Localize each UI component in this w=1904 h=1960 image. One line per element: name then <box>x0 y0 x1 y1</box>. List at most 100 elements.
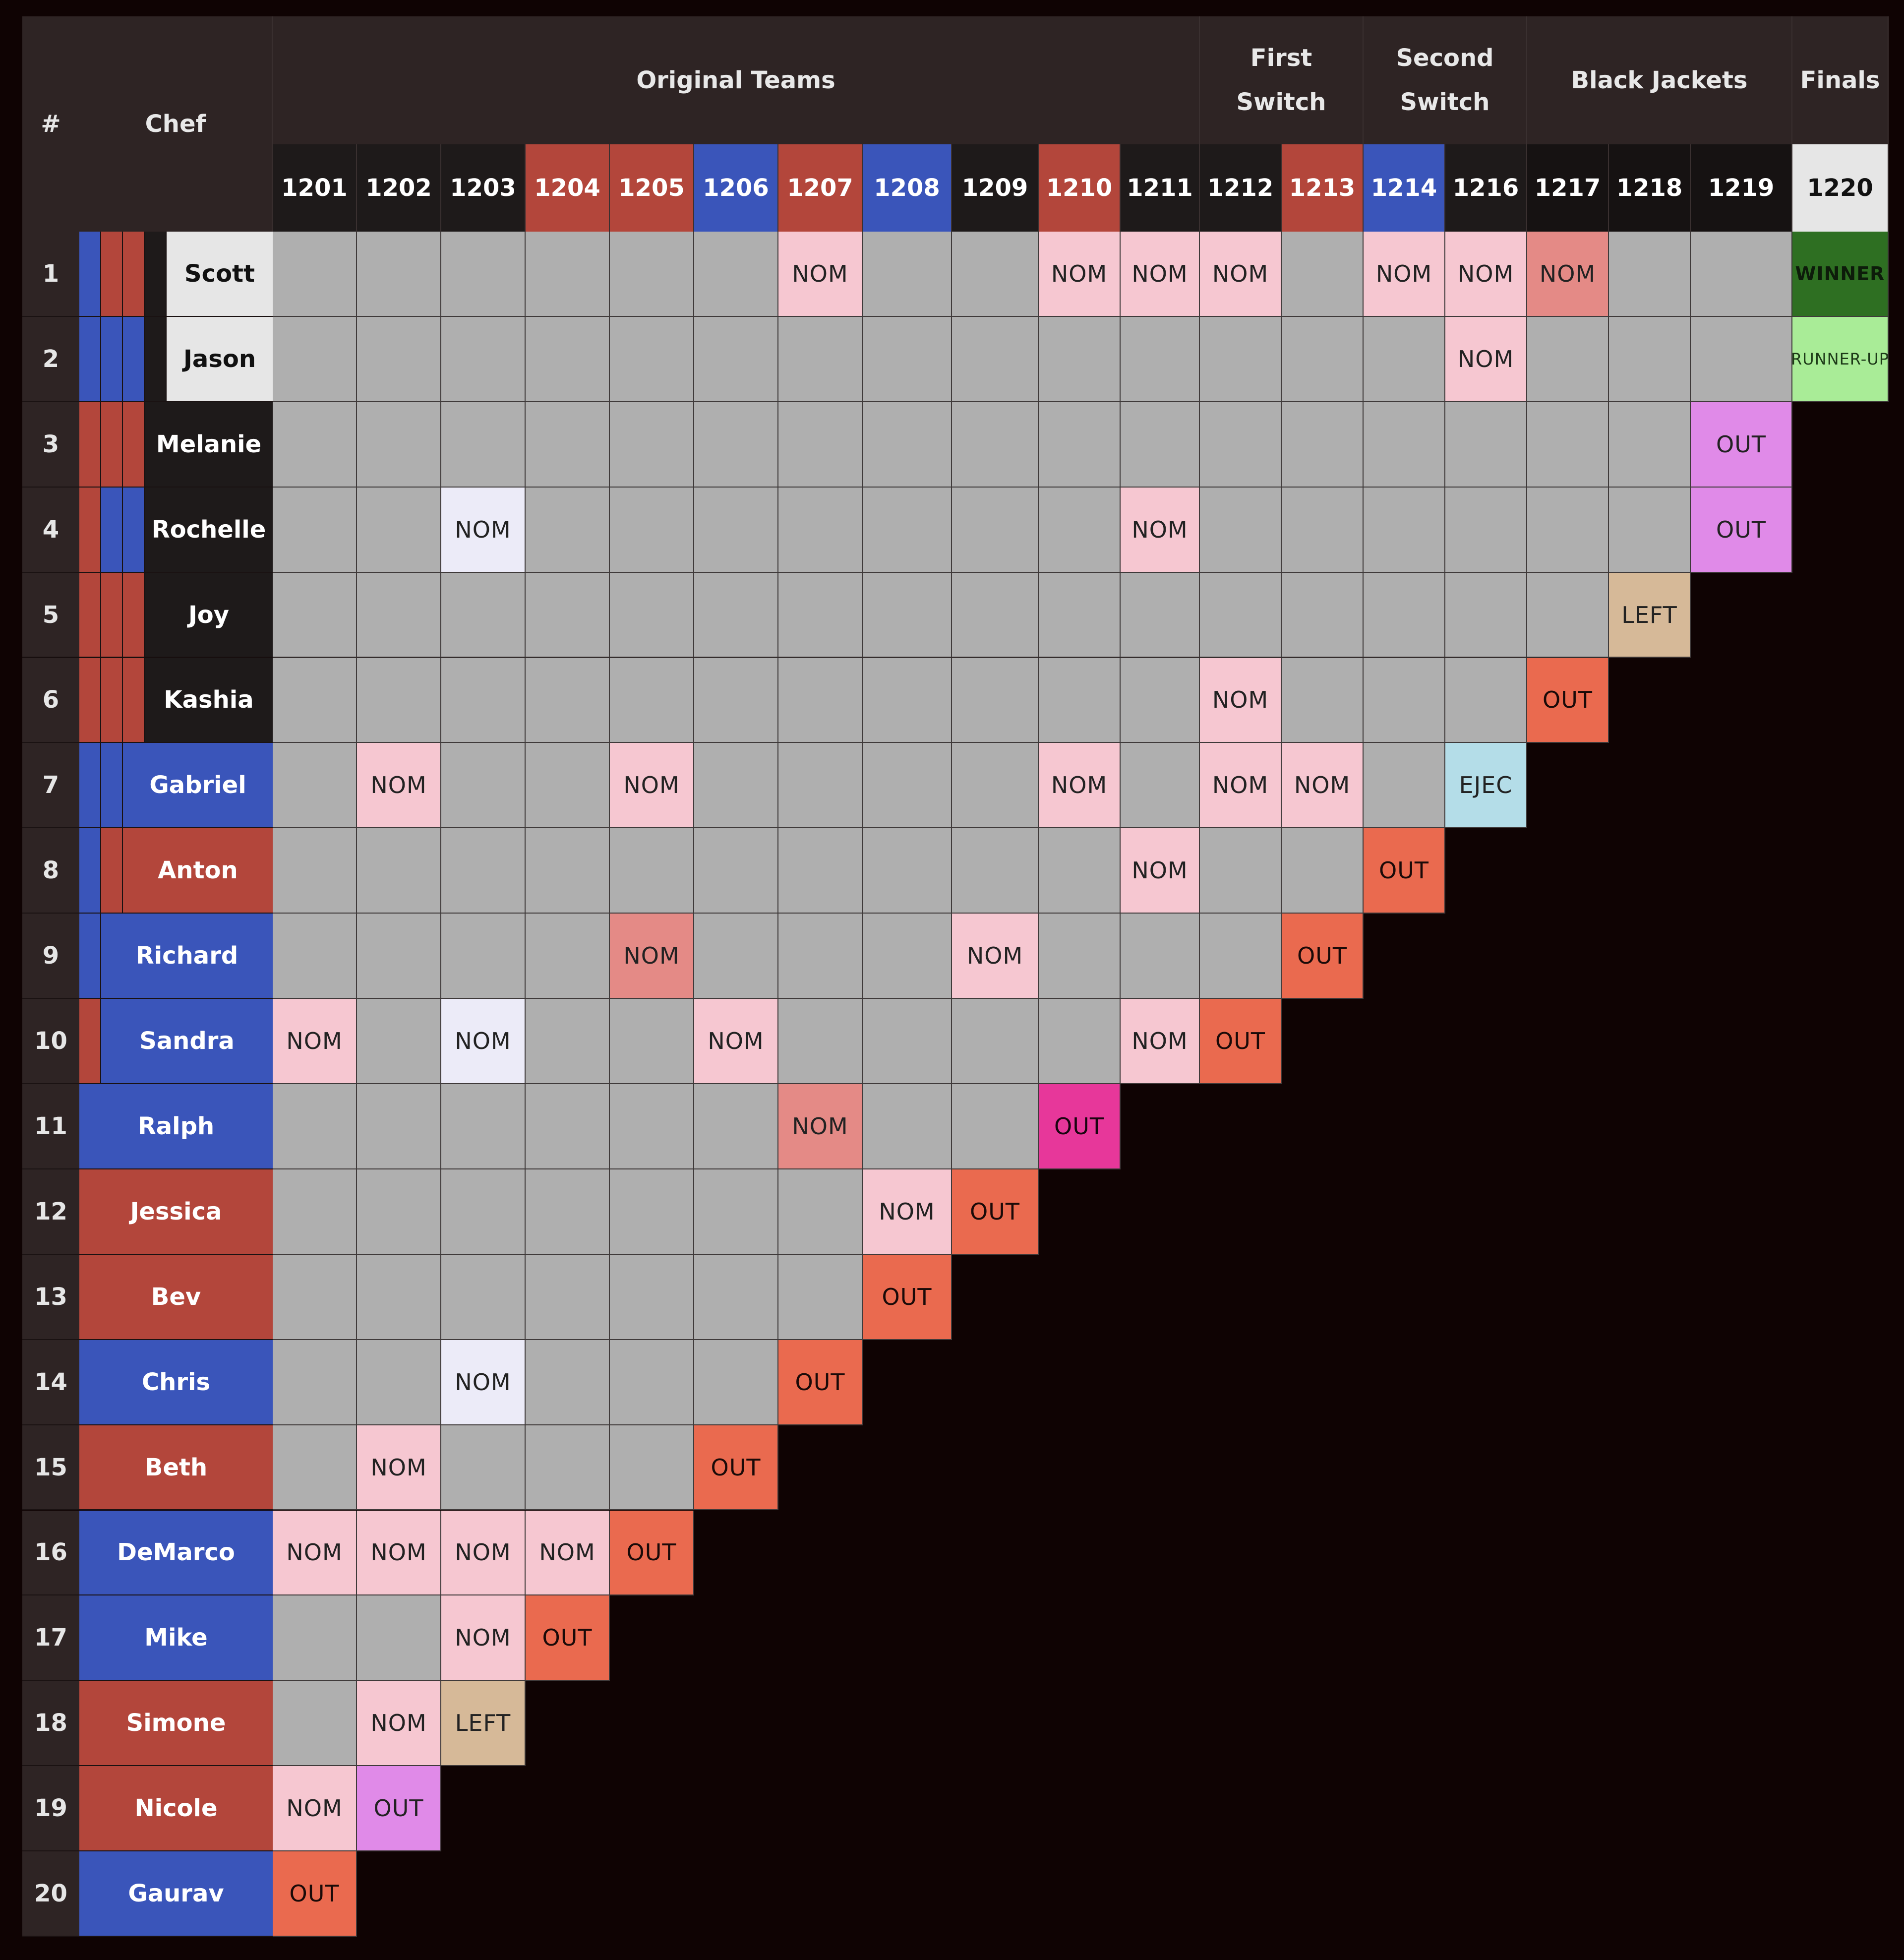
result-cell <box>694 1340 778 1425</box>
team-bar <box>101 658 123 743</box>
row-number: 11 <box>22 1084 79 1169</box>
result-cell <box>1527 402 1609 488</box>
team-bar <box>145 232 167 317</box>
row-number: 6 <box>22 658 79 743</box>
result-cell <box>1445 402 1527 488</box>
team-bar <box>79 487 101 573</box>
row-number: 9 <box>22 914 79 999</box>
result-label: NOM <box>1457 260 1514 287</box>
result-cell <box>863 572 952 658</box>
result-cell: OUT <box>1200 999 1282 1084</box>
result-cell: EJEC <box>1445 743 1527 829</box>
row-number: 2 <box>22 316 79 402</box>
result-cell <box>1039 487 1121 573</box>
row-number: 10 <box>22 999 79 1084</box>
result-cell <box>1282 316 1364 402</box>
result-cell <box>273 487 357 573</box>
row-number: 17 <box>22 1595 79 1681</box>
result-cell: NOM <box>441 1510 526 1596</box>
result-cell <box>526 1084 610 1169</box>
result-cell: NOM <box>273 999 357 1084</box>
chef-name: Anton <box>123 828 273 914</box>
result-label: OUT <box>1716 516 1766 543</box>
result-cell <box>357 1084 441 1169</box>
result-cell <box>778 914 863 999</box>
result-cell <box>273 658 357 743</box>
result-cell <box>1364 487 1445 573</box>
result-cell <box>952 402 1039 488</box>
episode-header: 1219 <box>1691 144 1792 232</box>
result-cell <box>1039 658 1121 743</box>
result-cell <box>863 828 952 914</box>
result-label: OUT <box>1379 857 1429 884</box>
result-cell: NOM <box>357 1510 441 1596</box>
result-cell: OUT <box>952 1169 1039 1255</box>
episode-header: 1209 <box>952 144 1039 232</box>
result-cell <box>610 1425 694 1511</box>
result-cell: NOM <box>357 743 441 829</box>
episode-header: 1207 <box>778 144 863 232</box>
result-cell <box>441 743 526 829</box>
result-cell <box>441 828 526 914</box>
result-cell <box>357 999 441 1084</box>
result-cell: NOM <box>1282 743 1364 829</box>
team-bar <box>79 316 101 402</box>
result-cell <box>273 232 357 317</box>
result-cell <box>441 402 526 488</box>
result-cell <box>273 1595 357 1681</box>
result-cell <box>1282 828 1364 914</box>
result-cell <box>610 232 694 317</box>
result-label: NOM <box>1131 260 1188 287</box>
result-cell <box>441 914 526 999</box>
group-header: Original Teams <box>273 16 1200 144</box>
result-cell: OUT <box>357 1766 441 1852</box>
number-column-header: # <box>22 16 79 232</box>
result-cell <box>357 1595 441 1681</box>
result-cell: LEFT <box>1609 572 1691 658</box>
result-cell <box>778 828 863 914</box>
result-cell: NOM <box>1200 232 1282 317</box>
team-bar <box>123 487 145 573</box>
result-label: NOM <box>1131 516 1188 543</box>
result-cell <box>357 1340 441 1425</box>
result-cell: LEFT <box>441 1681 526 1767</box>
result-label: NOM <box>1131 1028 1188 1055</box>
result-cell: OUT <box>1691 402 1792 488</box>
result-label: NOM <box>286 1795 343 1822</box>
result-cell <box>357 828 441 914</box>
result-cell <box>357 232 441 317</box>
result-cell <box>526 316 610 402</box>
result-cell <box>441 658 526 743</box>
result-cell <box>610 1340 694 1425</box>
result-cell: OUT <box>1282 914 1364 999</box>
result-cell: NOM <box>610 743 694 829</box>
result-cell <box>694 487 778 573</box>
result-cell: NOM <box>441 999 526 1084</box>
team-bar <box>123 572 145 658</box>
result-cell <box>273 1425 357 1511</box>
episode-header: 1201 <box>273 144 357 232</box>
episode-header: 1218 <box>1609 144 1691 232</box>
result-cell <box>273 1169 357 1255</box>
result-cell <box>1609 316 1691 402</box>
row-number: 16 <box>22 1510 79 1596</box>
result-cell <box>778 1169 863 1255</box>
result-cell <box>952 487 1039 573</box>
team-bar <box>79 572 101 658</box>
result-cell <box>441 1254 526 1340</box>
result-cell <box>1609 232 1691 317</box>
result-label: OUT <box>626 1539 677 1566</box>
result-cell: NOM <box>1121 999 1200 1084</box>
result-cell <box>273 828 357 914</box>
result-cell <box>778 1254 863 1340</box>
result-cell <box>863 402 952 488</box>
result-cell: OUT <box>1527 658 1609 743</box>
result-cell: OUT <box>863 1254 952 1340</box>
result-cell <box>1364 316 1445 402</box>
result-label: NOM <box>792 260 848 287</box>
result-label: NOM <box>370 772 427 799</box>
result-cell: NOM <box>1364 232 1445 317</box>
episode-header: 1210 <box>1039 144 1121 232</box>
episode-header: 1213 <box>1282 144 1364 232</box>
chef-name: Joy <box>145 572 273 658</box>
